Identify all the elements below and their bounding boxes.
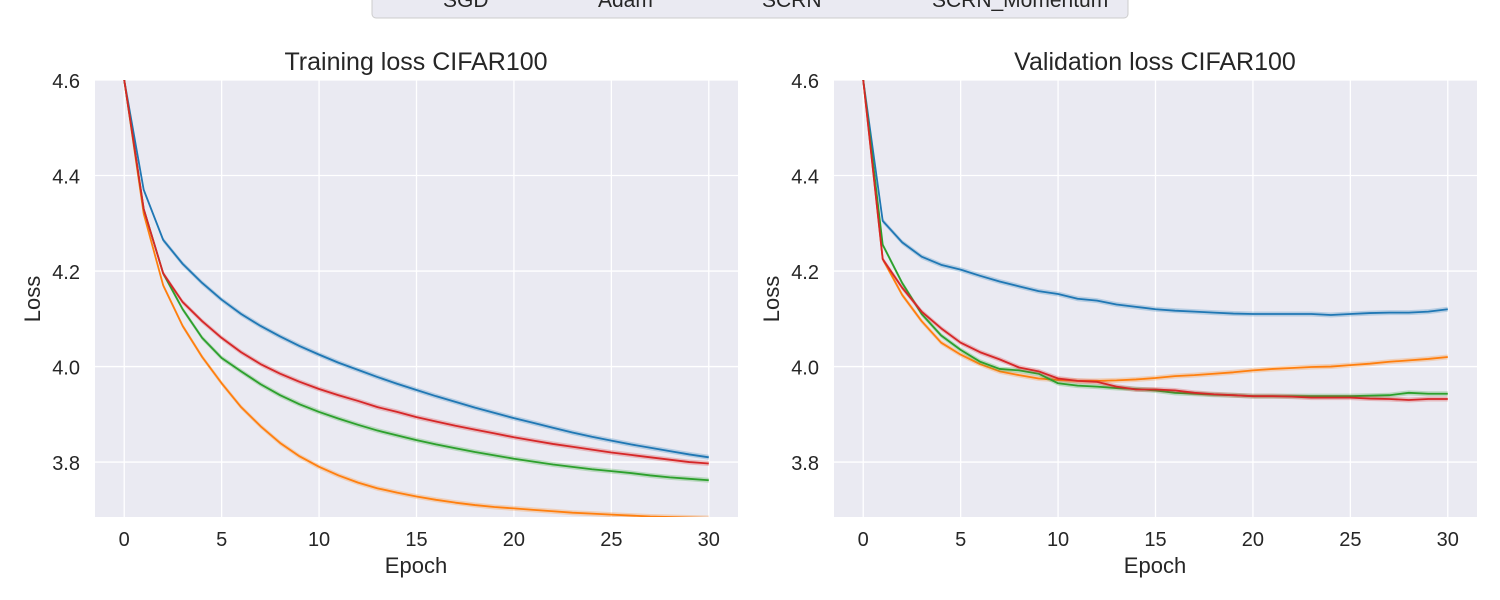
training-loss-ytick-1: 4.0 [52,358,80,380]
training-loss-panel: 0 5 10 15 20 25 30 3.8 4.0 4.2 4.4 4.6 Training loss… [20,48,738,578]
validation-loss-series-group [862,80,1448,403]
legend-label-scrn: SCRN [762,0,822,12]
training-loss-ytick-0: 3.8 [52,453,80,475]
validation-loss-ytick-4: 4.6 [791,71,819,93]
training-loss-ylabel: Loss [20,276,45,322]
legend-frame [371,0,1129,19]
validation-loss-title: Validation loss CIFAR100 [1014,48,1296,76]
training-loss-xtick-20: 20 [503,529,525,551]
training-loss-xtick-25: 25 [600,529,622,551]
training-loss-series-group [123,80,709,517]
validation-loss-ylabel: Loss [759,276,784,322]
training-loss-xtick-30: 30 [698,529,720,551]
training-loss-line-adam [123,80,707,517]
training-loss-xtick-10: 10 [308,529,330,551]
training-loss-xtick-0: 0 [119,529,130,551]
training-loss-xtick-15: 15 [405,529,427,551]
validation-loss-xlabel: Epoch [1124,553,1186,578]
training-loss-title: Training loss CIFAR100 [284,48,547,76]
validation-loss-line-scrn [862,80,1448,398]
legend-label-scrn-momentum: SCRN_Momentum [932,0,1108,12]
training-loss-ytick-3: 4.4 [52,167,80,189]
validation-loss-ytick-3: 4.4 [791,167,819,189]
validation-loss-xtick-10: 10 [1047,529,1069,551]
validation-loss-line-adam [862,80,1448,382]
legend-label-sgd: SGD [443,0,489,12]
validation-loss-ytick-0: 3.8 [791,453,819,475]
validation-loss-ytick-1: 4.0 [791,358,819,380]
validation-loss-xtick-30: 30 [1437,529,1459,551]
training-loss-ytick-4: 4.6 [52,71,80,93]
training-loss-ytick-2: 4.2 [52,262,80,284]
validation-loss-xtick-15: 15 [1144,529,1166,551]
legend-label-adam: Adam [598,0,653,12]
training-loss-line-sgd [123,80,709,459]
validation-loss-xtick-5: 5 [955,529,966,551]
validation-loss-ytick-2: 4.2 [791,262,819,284]
legend: SGD Adam SCRN SCRN_Momentum [371,0,1129,19]
training-loss-line-scrn-momentum [123,80,709,465]
validation-loss-xtick-0: 0 [858,529,869,551]
training-loss-xlabel: Epoch [385,553,447,578]
validation-loss-xtick-20: 20 [1242,529,1264,551]
training-loss-xtick-5: 5 [216,529,227,551]
validation-loss-line-scrn-momentum [862,80,1448,401]
validation-loss-line-sgd [862,80,1448,316]
training-loss-line-scrn [123,80,709,482]
validation-loss-panel: 0 5 10 15 20 25 30 3.8 4.0 4.2 4.4 4.6 Validation lo… [759,48,1477,578]
validation-loss-xtick-25: 25 [1339,529,1361,551]
